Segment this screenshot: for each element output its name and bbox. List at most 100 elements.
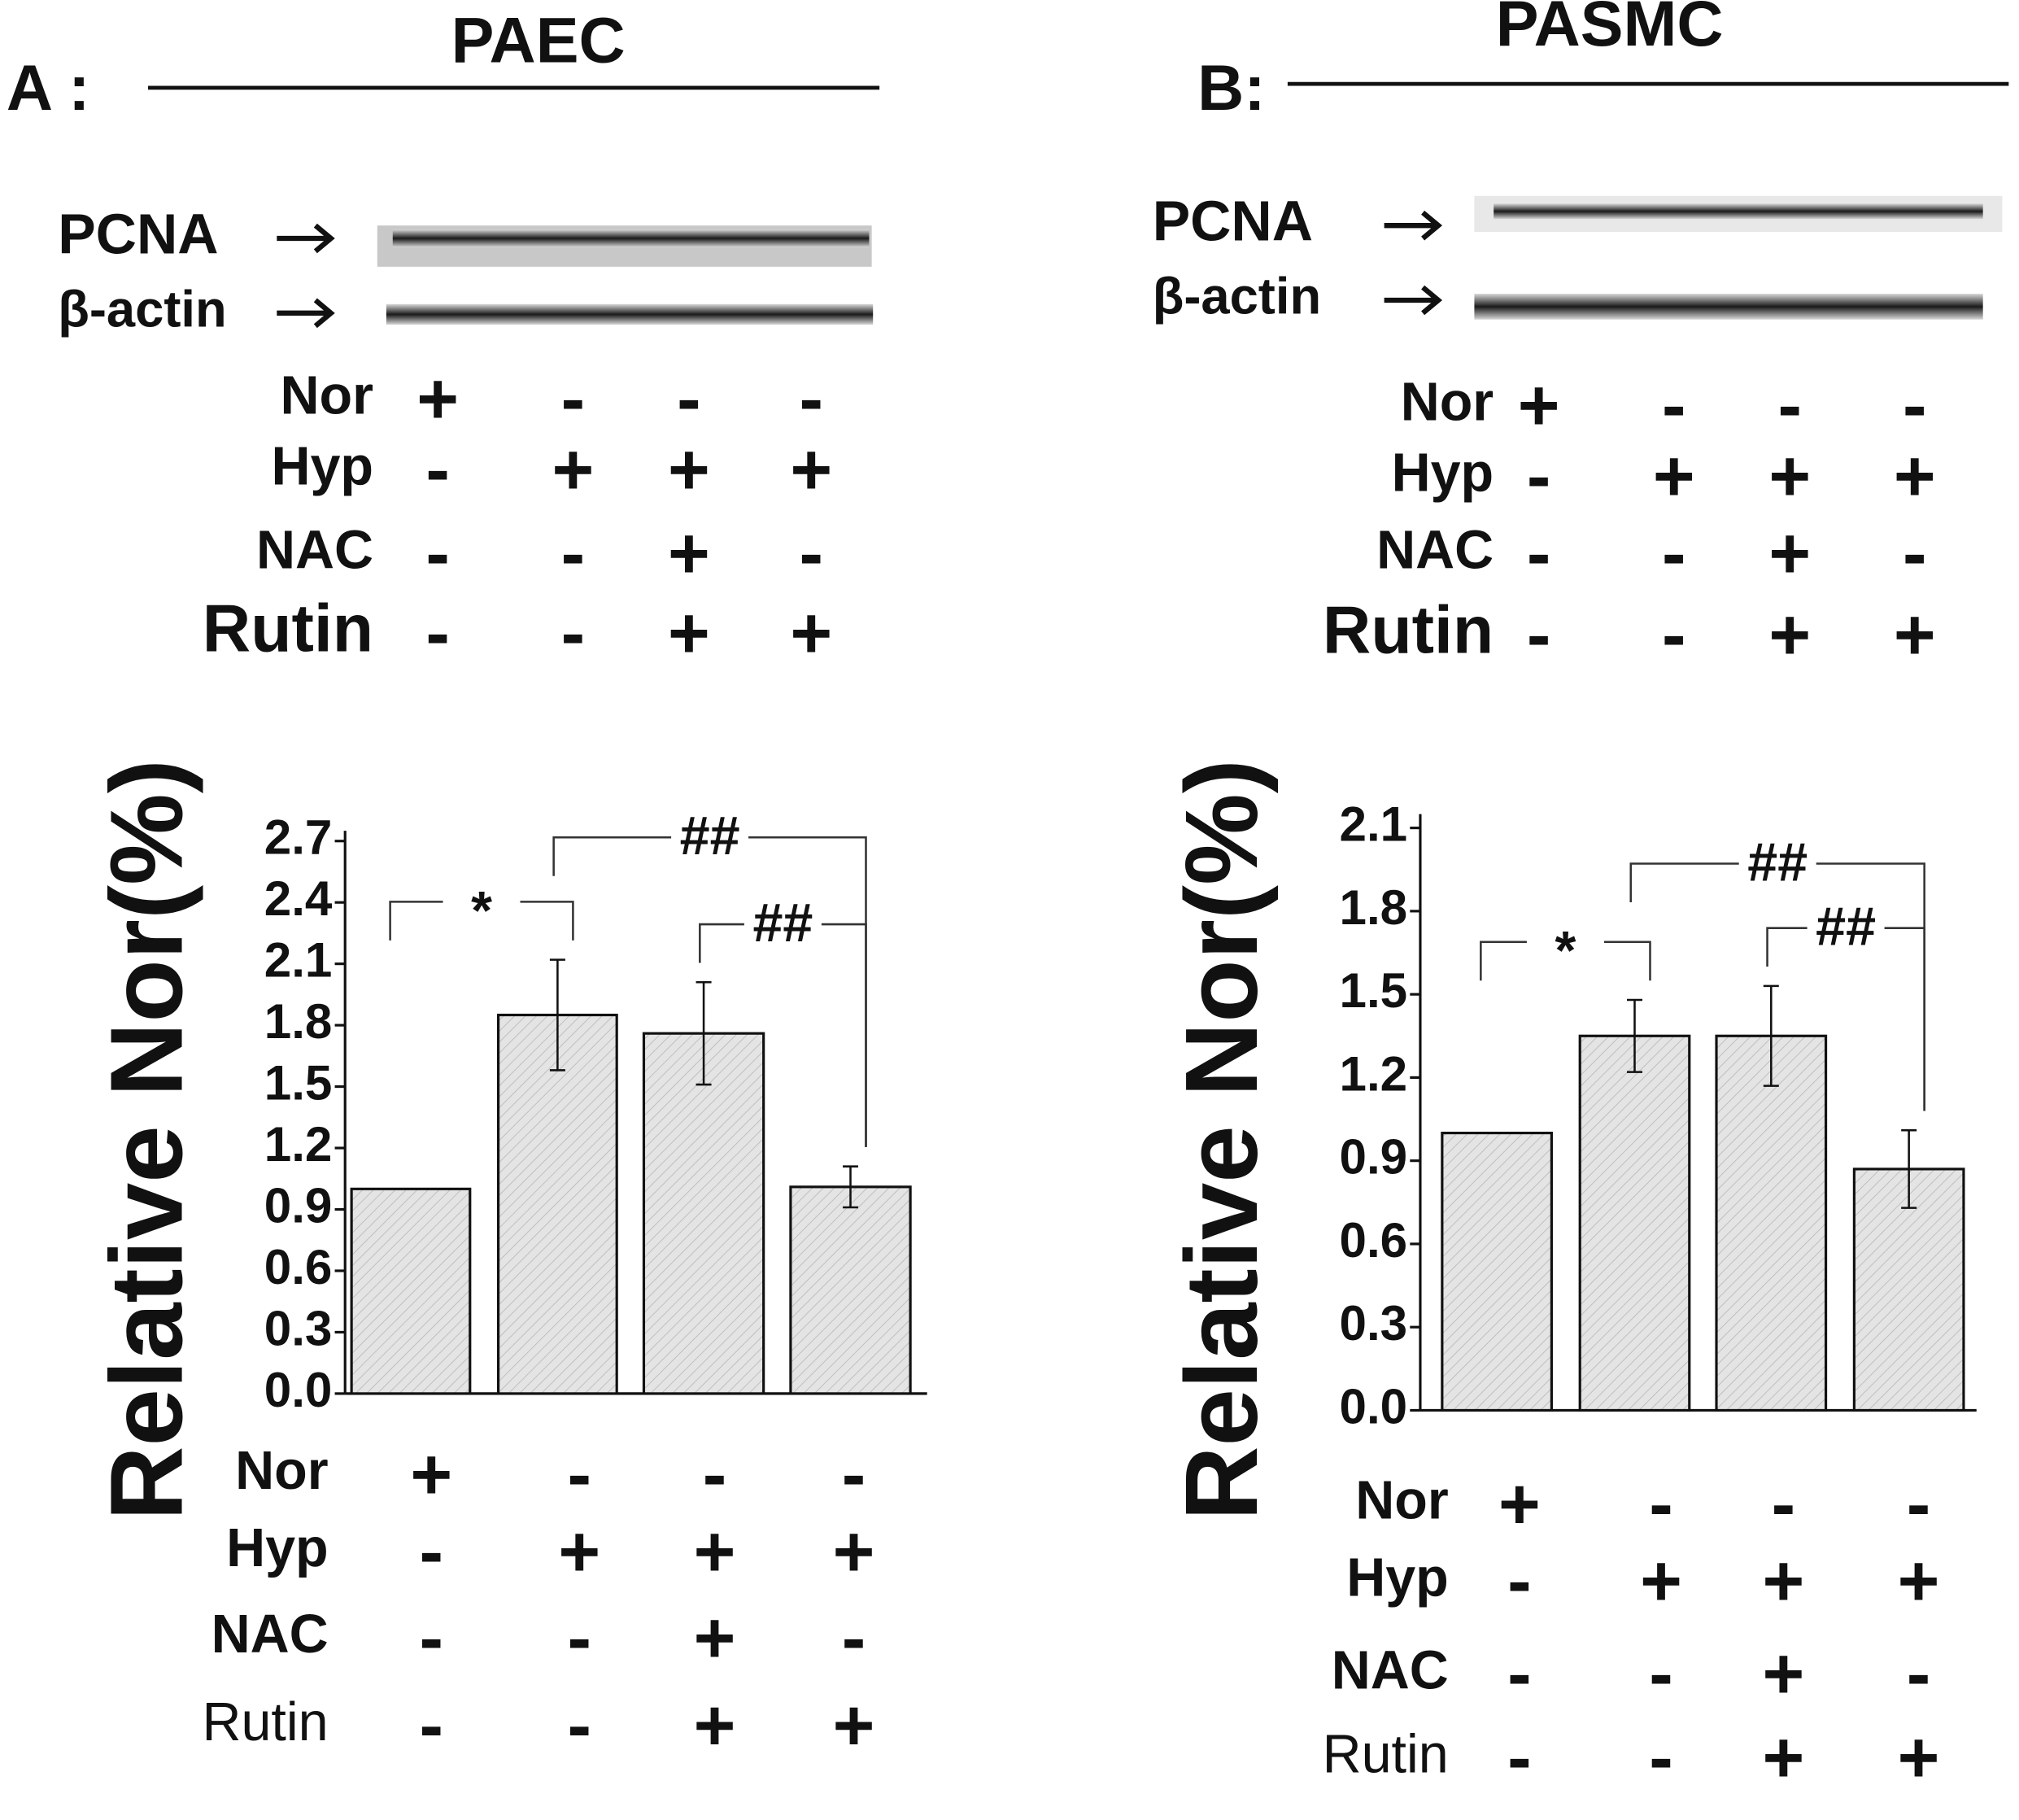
- condition-sign: -: [703, 1434, 727, 1514]
- condition-name: NAC: [1376, 520, 1494, 580]
- condition-name: Hyp: [1392, 443, 1494, 503]
- condition-sign: +: [833, 1685, 875, 1765]
- error-bar: [549, 958, 565, 1071]
- condition-sign: -: [1527, 594, 1551, 674]
- condition-sign: +: [1762, 1634, 1804, 1714]
- significance-label: ##: [1816, 897, 1876, 957]
- condition-name: Hyp: [226, 1518, 329, 1578]
- condition-sign: +: [668, 593, 710, 674]
- condition-sign: -: [425, 513, 450, 594]
- blot-band: [386, 303, 874, 325]
- condition-sign: -: [1903, 365, 1927, 446]
- condition-sign: +: [1898, 1717, 1940, 1798]
- bar: [1441, 1131, 1553, 1412]
- condition-sign: +: [558, 1511, 600, 1591]
- condition-sign: +: [1898, 1541, 1940, 1621]
- y-tick-label: 0.9: [1340, 1130, 1408, 1185]
- condition-sign: -: [1527, 436, 1551, 517]
- condition-sign: +: [1762, 1717, 1804, 1798]
- condition-sign: -: [425, 430, 450, 510]
- annotation-background: [743, 901, 822, 948]
- condition-sign: -: [1772, 1464, 1796, 1544]
- significance-label: ##: [680, 806, 740, 866]
- condition-sign: +: [790, 593, 832, 674]
- panel-title: PAEC: [451, 3, 626, 76]
- y-axis-label: Relative Nor(%): [1163, 759, 1279, 1521]
- y-tick-label: 0.0: [1340, 1379, 1408, 1434]
- annotation-background: [443, 878, 521, 925]
- error-bar: [1901, 1128, 1917, 1209]
- condition-sign: +: [1768, 436, 1811, 517]
- bar: [642, 1032, 765, 1395]
- condition-sign: -: [1527, 513, 1551, 594]
- significance-label: ##: [752, 893, 813, 954]
- annotation-background: [1526, 919, 1604, 966]
- y-tick-label: 0.6: [264, 1240, 333, 1294]
- condition-name: Rutin: [202, 1692, 328, 1752]
- condition-sign: +: [1653, 436, 1695, 517]
- condition-name: NAC: [211, 1604, 329, 1665]
- significance-label: *: [471, 881, 492, 941]
- condition-sign: -: [1662, 513, 1686, 594]
- y-tick-label: 2.1: [1340, 797, 1408, 852]
- condition-sign: -: [561, 513, 586, 594]
- annotation-background: [1738, 840, 1816, 888]
- condition-sign: -: [842, 1597, 866, 1678]
- condition-sign: +: [694, 1511, 736, 1591]
- condition-sign: -: [420, 1511, 444, 1591]
- y-tick-label: 0.3: [1340, 1296, 1408, 1351]
- error-bar: [843, 1165, 859, 1209]
- error-bar: [696, 981, 712, 1086]
- condition-sign: +: [1498, 1464, 1541, 1544]
- bar: [789, 1185, 912, 1395]
- condition-sign: +: [668, 430, 710, 510]
- panel-label: B:: [1197, 51, 1266, 124]
- condition-sign: -: [1903, 513, 1927, 594]
- condition-sign: -: [568, 1685, 592, 1765]
- condition-name: Rutin: [203, 591, 373, 666]
- condition-sign: -: [561, 359, 586, 439]
- condition-sign: -: [1907, 1464, 1931, 1544]
- condition-sign: -: [842, 1434, 866, 1514]
- condition-name: Nor: [1355, 1471, 1448, 1531]
- arrow: [1384, 210, 1443, 241]
- condition-name: NAC: [1332, 1641, 1449, 1701]
- blot-label: PCNA: [1153, 190, 1313, 253]
- y-tick-label: 1.5: [264, 1055, 333, 1110]
- arrow: [1384, 285, 1443, 316]
- bar: [350, 1187, 472, 1395]
- condition-name: Rutin: [1323, 1724, 1449, 1784]
- condition-sign: +: [1640, 1541, 1682, 1621]
- condition-sign: -: [1507, 1634, 1532, 1714]
- error-bar: [1763, 984, 1779, 1087]
- blot-band: [1494, 203, 1983, 220]
- condition-sign: -: [568, 1434, 592, 1514]
- condition-sign: -: [799, 359, 823, 439]
- condition-name: Nor: [281, 365, 373, 426]
- condition-sign: -: [799, 513, 823, 594]
- condition-sign: -: [1777, 365, 1802, 446]
- condition-sign: +: [1768, 594, 1811, 674]
- condition-sign: +: [1768, 513, 1811, 594]
- y-tick-label: 0.3: [264, 1301, 333, 1355]
- condition-sign: +: [1894, 594, 1936, 674]
- condition-sign: -: [420, 1597, 444, 1678]
- condition-name: Hyp: [271, 436, 373, 496]
- y-axis-label: Relative Nor(%): [88, 759, 203, 1521]
- condition-name: NAC: [256, 520, 373, 580]
- blot-label: PCNA: [58, 202, 218, 265]
- condition-sign: -: [420, 1685, 444, 1765]
- condition-name: Rutin: [1323, 592, 1494, 667]
- condition-sign: -: [1907, 1634, 1931, 1714]
- condition-sign: -: [1507, 1541, 1532, 1621]
- condition-sign: +: [833, 1511, 875, 1591]
- condition-sign: +: [416, 359, 459, 439]
- blot-band: [1474, 294, 1983, 320]
- y-tick-label: 1.2: [1340, 1046, 1408, 1101]
- condition-sign: -: [1662, 594, 1686, 674]
- condition-sign: -: [1649, 1717, 1673, 1798]
- condition-sign: -: [677, 359, 701, 439]
- panel-label: A :: [7, 51, 90, 124]
